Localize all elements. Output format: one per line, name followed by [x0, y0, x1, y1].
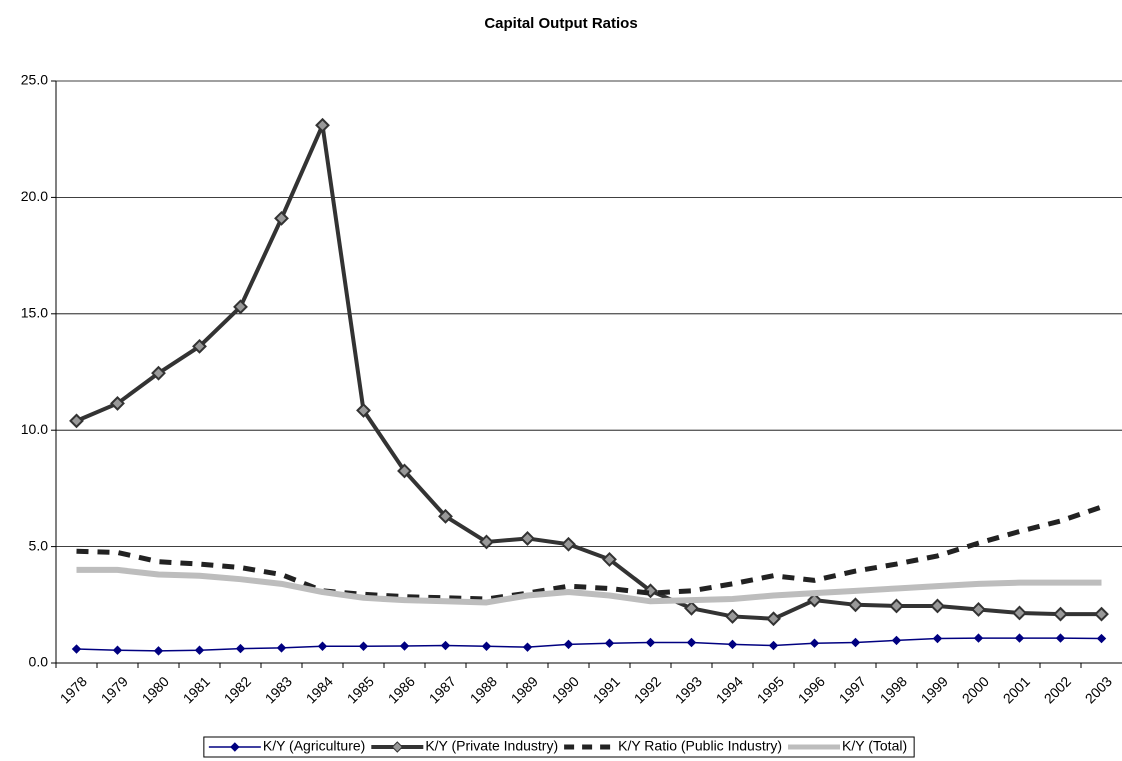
marker: [276, 643, 287, 653]
marker: [850, 637, 861, 648]
legend-label: K/Y Ratio (Public Industry): [618, 738, 782, 754]
x-tick-label: 2000: [959, 673, 992, 706]
series-line: [75, 123, 1102, 621]
x-tick-label: 1980: [139, 673, 172, 706]
marker: [440, 640, 451, 651]
marker: [71, 644, 82, 654]
x-tick-label: 1997: [836, 673, 869, 706]
marker: [274, 210, 289, 226]
x-tick-label: 1981: [180, 673, 213, 706]
x-tick-label: 1986: [385, 673, 418, 706]
marker: [930, 598, 945, 614]
marker: [438, 508, 453, 524]
marker: [1055, 633, 1066, 643]
marker: [110, 396, 125, 411]
x-tick-label: 1984: [303, 673, 336, 706]
marker: [1012, 605, 1027, 621]
marker: [522, 642, 533, 652]
marker: [1096, 633, 1107, 644]
marker: [889, 598, 904, 614]
series-line: [76, 637, 1102, 652]
marker: [766, 611, 781, 627]
marker: [563, 639, 574, 650]
marker: [315, 117, 330, 133]
x-tick-label: 2003: [1082, 673, 1115, 706]
marker: [397, 463, 412, 479]
marker: [233, 299, 248, 315]
marker: [194, 645, 205, 655]
marker: [809, 638, 820, 648]
x-tick-label: 2002: [1041, 673, 1074, 706]
marker: [69, 413, 84, 429]
x-tick-label: 1999: [918, 673, 951, 706]
marker: [561, 536, 576, 552]
y-tick-label: 20.0: [21, 188, 48, 204]
x-tick-label: 1992: [631, 673, 664, 706]
marker: [971, 602, 986, 617]
marker: [684, 600, 699, 616]
x-tick-label: 1979: [98, 673, 131, 706]
series-line: [76, 504, 1103, 602]
y-tick-label: 25.0: [21, 72, 48, 88]
marker: [932, 633, 943, 644]
x-tick-label: 1994: [713, 673, 746, 706]
legend-marker: [230, 742, 240, 752]
marker: [725, 609, 740, 624]
marker: [686, 637, 697, 648]
marker: [645, 637, 656, 648]
legend-marker: [391, 741, 404, 753]
marker: [1094, 606, 1109, 622]
x-tick-label: 1995: [754, 673, 787, 706]
marker: [727, 639, 738, 650]
marker: [356, 402, 371, 418]
legend-label: K/Y (Total): [842, 738, 907, 754]
x-tick-label: 1990: [549, 673, 582, 706]
marker: [602, 551, 617, 567]
marker: [604, 638, 615, 648]
marker: [479, 534, 494, 550]
legend-box: [203, 736, 915, 758]
y-tick-label: 15.0: [21, 305, 48, 321]
y-tick-label: 10.0: [21, 421, 48, 437]
x-tick-label: 1985: [344, 673, 377, 706]
marker: [768, 640, 779, 651]
legend-label: K/Y (Agriculture): [263, 738, 365, 754]
x-tick-label: 1998: [877, 673, 910, 706]
x-tick-label: 1982: [221, 673, 254, 706]
legend-label: K/Y (Private Industry): [425, 738, 558, 754]
marker: [235, 643, 246, 654]
marker: [151, 365, 166, 381]
x-tick-label: 1983: [262, 673, 295, 706]
marker: [1053, 606, 1068, 622]
y-tick-label: 5.0: [29, 537, 49, 553]
y-tick-label: 0.0: [29, 654, 49, 670]
marker: [481, 641, 492, 651]
marker: [153, 646, 164, 656]
x-tick-label: 1993: [672, 673, 705, 706]
x-tick-label: 1987: [426, 673, 459, 706]
marker: [399, 641, 410, 651]
marker: [973, 633, 984, 643]
x-tick-label: 1996: [795, 673, 828, 706]
marker: [317, 641, 328, 651]
x-tick-label: 1989: [508, 673, 541, 706]
marker: [891, 635, 902, 646]
x-tick-label: 1988: [467, 673, 500, 706]
chart-title: Capital Output Ratios: [484, 15, 637, 32]
x-tick-label: 2001: [1000, 673, 1033, 706]
series-line: [76, 566, 1102, 606]
marker: [358, 641, 369, 651]
marker: [112, 645, 123, 655]
marker: [1014, 633, 1025, 643]
marker: [192, 338, 207, 354]
legend: K/Y (Agriculture) K/Y (Private Industry) K…: [203, 736, 915, 758]
x-tick-label: 1978: [57, 673, 90, 706]
marker: [520, 531, 535, 546]
marker: [848, 597, 863, 613]
marker: [807, 592, 822, 608]
x-tick-label: 1991: [590, 673, 623, 706]
